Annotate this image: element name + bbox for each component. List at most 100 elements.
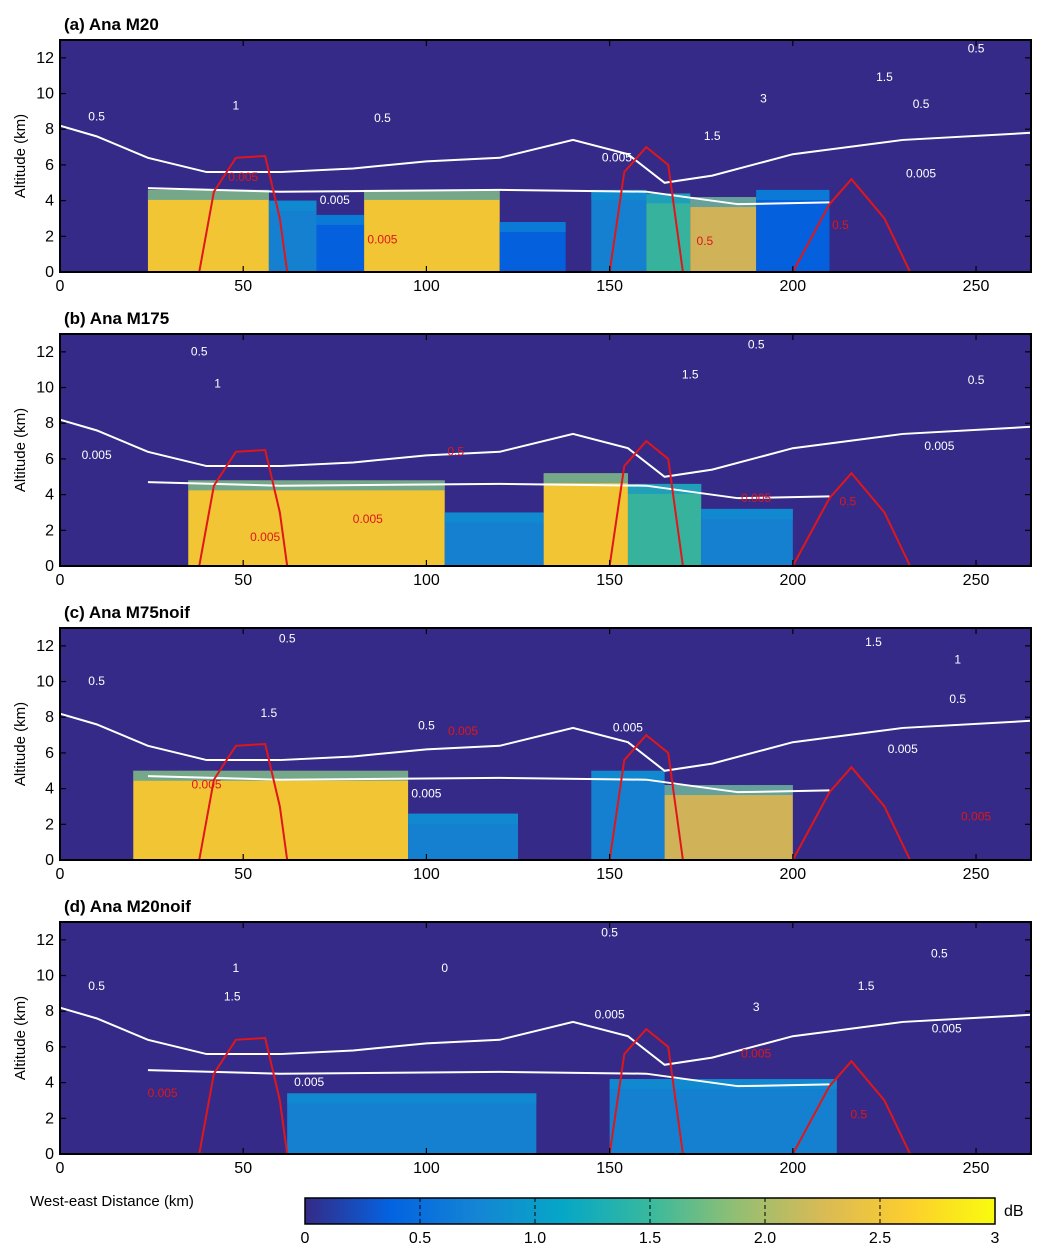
contour-label: 0.5 xyxy=(968,373,985,387)
colorbar-tick-label: 1.0 xyxy=(524,1230,546,1247)
panel-3: 0.5 0.5 1.5 0.5 0.005 0.005 0.005 0.5 1 1.5 0.005 0… xyxy=(12,603,1032,883)
y-tick-label: 10 xyxy=(36,674,54,691)
y-tick-label: 8 xyxy=(45,415,54,432)
contour-label: 1 xyxy=(233,961,240,975)
white-contour xyxy=(59,712,1032,772)
y-tick-label: 6 xyxy=(45,451,54,468)
contour-label: 0.5 xyxy=(913,97,930,111)
x-tick-label: 250 xyxy=(963,866,990,883)
white-contour xyxy=(147,481,830,500)
panel-title: (d) Ana M20noif xyxy=(64,897,191,916)
contour-label: 0 xyxy=(441,961,448,975)
contour-label: 1.5 xyxy=(224,990,241,1004)
field-edge xyxy=(646,193,691,204)
field-edge xyxy=(287,1093,537,1104)
contour-label: 0.005 xyxy=(924,439,954,453)
field-region xyxy=(591,770,665,860)
x-tick-label: 250 xyxy=(963,278,990,295)
contour-label: 0.005 xyxy=(932,1022,962,1036)
field-edge xyxy=(543,473,628,484)
field-edge xyxy=(268,200,317,211)
x-tick-label: 150 xyxy=(596,278,623,295)
plot-frame xyxy=(59,627,1032,861)
x-tick-label: 100 xyxy=(413,866,440,883)
panel-title: (b) Ana M175 xyxy=(64,309,169,328)
x-tick-label: 250 xyxy=(963,572,990,589)
red-contour xyxy=(198,154,289,273)
contour-label: 1.5 xyxy=(876,70,893,84)
x-tick-label: 250 xyxy=(963,1160,990,1177)
y-tick-label: 10 xyxy=(36,968,54,985)
y-tick-label: 10 xyxy=(36,380,54,397)
contour-label: 0.005 xyxy=(595,1007,625,1021)
field-region xyxy=(609,1079,837,1154)
contour-label: 0.005 xyxy=(613,721,643,735)
panel-2: 0.5 1 0.005 0.5 0.5 0.005 1.5 0.5 0.005 0.005 0.00… xyxy=(12,309,1032,589)
red-contour xyxy=(608,733,684,861)
colorbar: 0 0.5 1.0 1.5 2.0 2.5 3dB xyxy=(301,1197,1024,1247)
contour-label: 0.5 xyxy=(839,494,856,508)
contour-label: 0.005 xyxy=(353,512,383,526)
y-axis-label: Altitude (km) xyxy=(12,702,29,786)
y-tick-label: 6 xyxy=(45,157,54,174)
x-tick-label: 0 xyxy=(56,1160,65,1177)
x-tick-label: 150 xyxy=(596,572,623,589)
field-edge xyxy=(316,214,365,225)
field-edge xyxy=(364,189,500,200)
red-contour xyxy=(791,1059,911,1155)
x-tick-label: 200 xyxy=(779,866,806,883)
contour-label: 0.5 xyxy=(850,1107,867,1121)
contour-label: 0.5 xyxy=(949,692,966,706)
y-tick-label: 10 xyxy=(36,86,54,103)
field-region xyxy=(188,480,445,566)
y-axis-label: Altitude (km) xyxy=(12,114,29,198)
y-tick-label: 0 xyxy=(45,558,54,575)
red-contour xyxy=(198,448,289,567)
y-tick-label: 6 xyxy=(45,1039,54,1056)
plot-frame xyxy=(59,333,1032,567)
y-axis-label: Altitude (km) xyxy=(12,408,29,492)
contour-label: 0.5 xyxy=(279,631,296,645)
plot-background xyxy=(60,922,1031,1154)
panel-1: 0.5 1 0.5 0.005 0.005 0.5 0.5 0.005 1.5 3 1.5 0.005… xyxy=(12,15,1032,295)
contour-label: 0.005 xyxy=(411,787,441,801)
contour-label: 0.5 xyxy=(832,218,849,232)
field-edge xyxy=(444,512,544,523)
red-contour xyxy=(608,1027,684,1155)
field-edge xyxy=(408,813,519,824)
red-contour xyxy=(198,1036,289,1155)
y-tick-label: 8 xyxy=(45,121,54,138)
contour-label: 0.5 xyxy=(931,947,948,961)
x-tick-label: 50 xyxy=(234,1160,252,1177)
field-region xyxy=(364,189,500,272)
field-region xyxy=(627,483,702,566)
field-edge xyxy=(133,770,409,781)
contour-label: 1 xyxy=(214,377,221,391)
contour-label: 1.5 xyxy=(704,129,721,143)
y-tick-label: 0 xyxy=(45,852,54,869)
y-tick-label: 0 xyxy=(45,264,54,281)
contour-label: 0.5 xyxy=(968,41,985,55)
red-contour xyxy=(791,177,911,273)
field-edge xyxy=(499,222,566,233)
field-region xyxy=(690,197,757,272)
field-edge xyxy=(701,508,793,519)
contour-label: 0.005 xyxy=(367,232,397,246)
y-tick-label: 12 xyxy=(36,638,54,655)
white-contour xyxy=(59,418,1032,478)
field-region xyxy=(287,1093,537,1154)
field-region xyxy=(646,193,691,272)
x-axis-label: West-east Distance (km) xyxy=(30,1193,194,1210)
contour-label: 0.005 xyxy=(148,1086,178,1100)
contour-label: 0.005 xyxy=(602,150,632,164)
contour-label: 0.5 xyxy=(88,109,105,123)
y-tick-label: 12 xyxy=(36,932,54,949)
contour-label: 0.5 xyxy=(191,344,208,358)
y-tick-label: 4 xyxy=(45,781,54,798)
contour-label: 0.5 xyxy=(88,979,105,993)
field-edge xyxy=(147,189,269,200)
contour-label: 0.005 xyxy=(320,193,350,207)
colorbar-tick-label: 2.0 xyxy=(754,1230,776,1247)
contour-label: 0.5 xyxy=(418,719,435,733)
x-tick-label: 100 xyxy=(413,1160,440,1177)
